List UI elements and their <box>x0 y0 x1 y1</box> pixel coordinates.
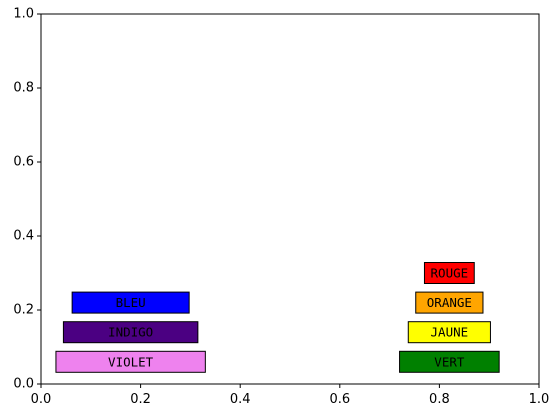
bar-jaune <box>407 321 491 344</box>
x-tick-label: 0.4 <box>230 392 251 407</box>
y-tick-label: 0.8 <box>13 81 34 96</box>
bar-label-indigo: INDIGO <box>108 325 153 340</box>
x-tick-label: 0.0 <box>31 392 52 407</box>
x-tick-label: 0.6 <box>329 392 350 407</box>
bar-label-vert: VERT <box>434 354 465 369</box>
bars-layer: VIOLET INDIGO BLEU VERT JAUNE ORANGE ROUGE <box>55 262 500 373</box>
plot-frame <box>40 13 540 385</box>
y-axis-ticks: 0.0 0.2 0.4 0.6 0.8 1.0 <box>13 7 41 392</box>
bar-label-bleu: BLEU <box>116 295 146 310</box>
bar-label-orange: ORANGE <box>427 295 472 310</box>
y-tick-label: 0.4 <box>13 229 34 244</box>
x-tick-label: 0.2 <box>130 392 151 407</box>
bar-label-rouge: ROUGE <box>431 266 469 281</box>
bar-violet <box>55 350 206 373</box>
bar-orange <box>415 291 484 314</box>
y-tick-label: 0.2 <box>13 303 34 318</box>
bar-rouge <box>423 262 475 284</box>
y-tick-label: 0.6 <box>13 155 34 170</box>
bar-label-jaune: JAUNE <box>431 325 469 340</box>
x-tick-label: 1.0 <box>529 392 550 407</box>
y-tick-label: 1.0 <box>13 7 34 22</box>
bar-indigo <box>62 321 199 344</box>
x-axis-ticks: 0.0 0.2 0.4 0.6 0.8 1.0 <box>31 384 550 407</box>
bar-bleu <box>71 291 190 314</box>
bar-label-violet: VIOLET <box>108 354 154 369</box>
y-tick-label: 0.0 <box>13 377 34 392</box>
x-tick-label: 0.8 <box>429 392 450 407</box>
bar-vert <box>399 350 500 373</box>
